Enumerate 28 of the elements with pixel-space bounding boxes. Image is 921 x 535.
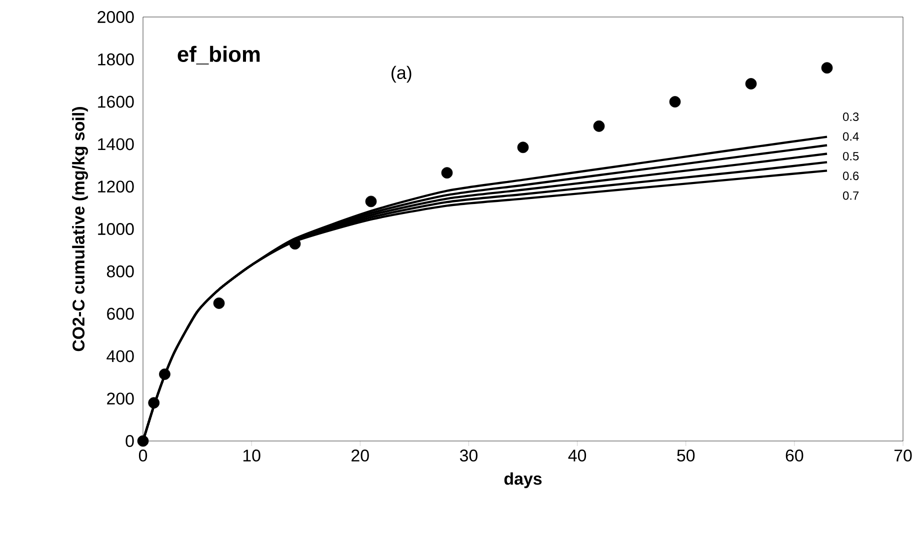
y-tick-label: 600 <box>107 308 134 320</box>
annotation: (a) <box>392 66 412 83</box>
y-tick-label: 200 <box>107 392 134 405</box>
x-tick-label: 60 <box>786 450 804 462</box>
y-tick-label: 1800 <box>98 53 134 66</box>
y-tick-label: 1000 <box>98 223 134 235</box>
y-tick-label: 1400 <box>98 138 134 150</box>
x-axis-title: days <box>504 472 542 488</box>
x-tick-label: 0 <box>138 450 148 462</box>
y-tick-label: 800 <box>106 265 134 278</box>
y-tick-label: 0 <box>126 435 134 447</box>
series-label: 0.5 <box>842 152 859 160</box>
series-label: 0.3 <box>842 112 859 121</box>
y-tick-label: 2000 <box>98 10 134 23</box>
text: ef_biom <box>178 46 260 64</box>
x-tick-label: 40 <box>568 450 586 462</box>
x-tick-label: 50 <box>677 450 695 462</box>
y-tick-label: 1600 <box>98 96 134 108</box>
x-tick-label: 10 <box>243 450 260 462</box>
text: 0.7 <box>842 191 859 200</box>
y-tick-label: 1200 <box>98 180 134 193</box>
x-tick-label: 70 <box>894 450 912 462</box>
x-tick-label: 20 <box>352 450 369 462</box>
series-label: 0.4 <box>842 132 859 141</box>
series-label: 0.6 <box>842 172 859 180</box>
y-axis-title: CO2-C cumulative (mg/kg soil) <box>72 107 88 352</box>
x-tick-label: 30 <box>460 450 478 462</box>
y-tick-label: 400 <box>106 350 134 362</box>
